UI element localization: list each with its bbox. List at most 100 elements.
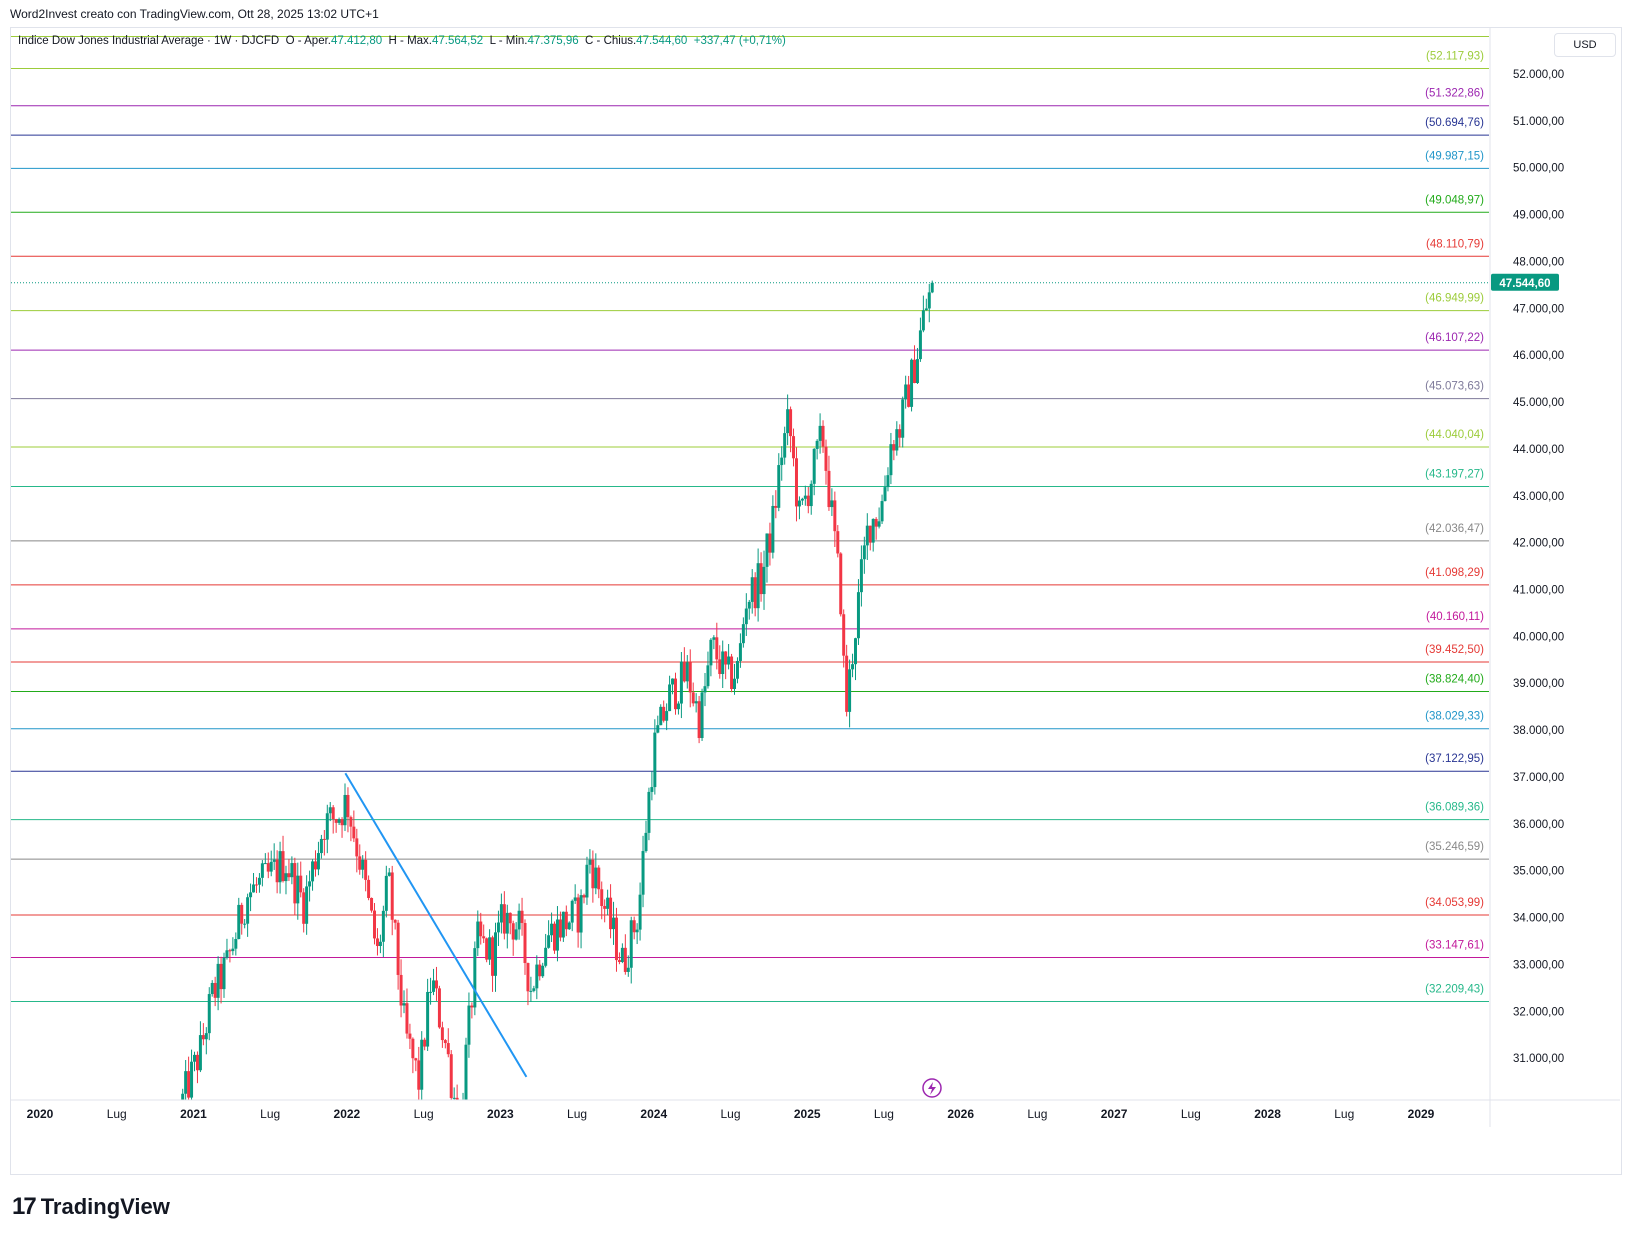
candle-body: [228, 950, 232, 952]
candle-body: [703, 686, 707, 693]
candle-body: [355, 838, 359, 857]
candle-body: [721, 651, 725, 675]
candle-body: [585, 864, 589, 898]
candle-body: [266, 863, 270, 872]
y-tick-label: 32.000,00: [1513, 1006, 1564, 1018]
horizontal-level-label: (49.048,97): [1425, 194, 1484, 206]
candle-body: [676, 703, 680, 710]
chart-frame[interactable]: [10, 27, 1622, 1175]
candle-body: [609, 897, 613, 930]
candle-body: [853, 638, 857, 665]
candle-body: [603, 906, 607, 909]
legend-open-value: 47.412,80: [330, 35, 383, 47]
candle-body: [851, 664, 855, 670]
tradingview-logo[interactable]: 17 TradingView: [12, 1193, 170, 1221]
y-tick-label: 43.000,00: [1513, 491, 1564, 503]
candle-body: [476, 921, 480, 949]
candle-body: [774, 505, 778, 508]
candle-body: [313, 861, 317, 870]
horizontal-level-label: (43.197,27): [1425, 469, 1484, 481]
candle-body: [579, 895, 583, 933]
candle-body: [895, 429, 899, 451]
candle-body: [730, 656, 734, 690]
candle-body: [576, 897, 580, 933]
candle-body: [612, 917, 616, 930]
candle-body: [591, 859, 595, 889]
candle-body: [656, 725, 660, 733]
candle-body: [561, 911, 565, 938]
candle-body: [426, 991, 430, 1047]
horizontal-level-label: (46.949,99): [1425, 293, 1484, 305]
candle-body: [662, 706, 666, 721]
x-tick-label: Lug: [874, 1107, 894, 1121]
candle-body: [541, 965, 545, 977]
tradingview-brand-text: TradingView: [40, 1194, 170, 1219]
candle-body: [511, 923, 515, 940]
candle-body: [473, 948, 477, 1008]
candle-body: [898, 429, 902, 438]
candle-body: [756, 563, 760, 609]
candle-body: [432, 980, 436, 992]
candle-body: [679, 661, 683, 704]
candle-body: [665, 711, 669, 721]
candle-body: [302, 892, 306, 924]
candle-body: [508, 912, 512, 924]
x-tick-label: 2020: [27, 1107, 54, 1121]
horizontal-level-label: (37.122,95): [1425, 753, 1484, 765]
candle-body: [915, 359, 919, 384]
candle-body: [284, 873, 288, 882]
candle-body: [198, 1035, 202, 1071]
legend-open-label: O - Aper.: [285, 35, 331, 47]
candle-body: [296, 875, 300, 904]
candle-body: [797, 500, 801, 507]
legend-high-value: 47.564,52: [432, 35, 484, 47]
candle-body: [780, 457, 784, 466]
legend-change-value: +337,47 (+0,71%): [693, 35, 786, 47]
candle-body: [544, 947, 548, 966]
candle-body: [913, 359, 917, 384]
candle-body: [727, 656, 731, 665]
candle-body: [293, 863, 297, 904]
candle-body: [316, 853, 320, 870]
candle-body: [423, 1039, 427, 1047]
candle-body: [700, 692, 704, 739]
candle-body: [231, 948, 235, 952]
candle-body: [390, 872, 394, 920]
candle-body: [434, 980, 438, 989]
candle-body: [550, 923, 554, 936]
y-tick-label: 36.000,00: [1513, 819, 1564, 831]
candle-body: [892, 444, 896, 451]
candle-body: [195, 1054, 199, 1071]
y-tick-label: 34.000,00: [1513, 913, 1564, 925]
horizontal-level-label: (40.160,11): [1426, 611, 1484, 623]
candle-body: [470, 1005, 474, 1008]
candle-body: [322, 838, 326, 840]
candle-body: [187, 1071, 191, 1098]
horizontal-level-label: (38.029,33): [1425, 711, 1484, 723]
candle-body: [904, 384, 908, 400]
candle-body: [328, 807, 332, 814]
candle-body: [886, 475, 890, 488]
y-tick-label: 39.000,00: [1513, 678, 1564, 690]
candle-body: [246, 897, 250, 924]
candle-body: [759, 563, 763, 595]
candle-body: [331, 807, 335, 820]
y-tick-label: 42.000,00: [1513, 538, 1564, 550]
y-tick-label: 45.000,00: [1513, 397, 1564, 409]
x-tick-label: Lug: [414, 1107, 434, 1121]
candle-body: [800, 498, 804, 501]
candle-body: [493, 932, 497, 976]
candle-body: [343, 794, 347, 826]
chart-attribution: Word2Invest creato con TradingView.com, …: [10, 7, 379, 21]
candle-body: [921, 310, 925, 331]
candle-body: [694, 701, 698, 704]
candle-body: [659, 706, 663, 726]
candle-body: [352, 826, 356, 839]
candle-body: [567, 922, 571, 930]
candle-body: [462, 1103, 465, 1111]
y-tick-label: 31.000,00: [1513, 1053, 1564, 1065]
currency-button[interactable]: USD: [1554, 33, 1616, 57]
candle-body: [308, 881, 312, 887]
candle-body: [880, 501, 884, 522]
